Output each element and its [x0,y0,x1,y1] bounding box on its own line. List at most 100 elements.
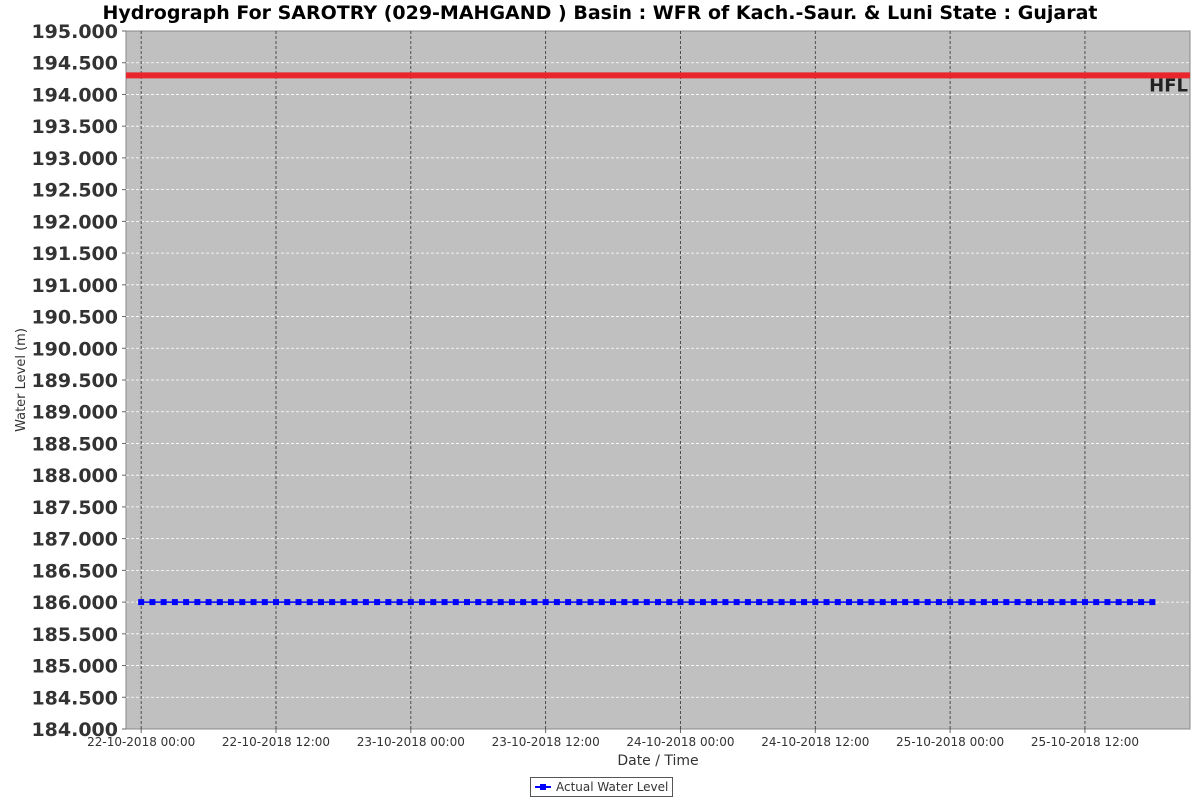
data-point [419,599,426,606]
data-point [317,599,324,606]
data-point [756,599,763,606]
data-point [374,599,381,606]
y-tick-label: 192.500 [31,180,118,202]
y-tick-label: 195.000 [31,21,118,43]
data-point [149,599,156,606]
data-point [295,599,302,606]
y-tick-label: 193.000 [31,148,118,170]
data-point [711,599,718,606]
data-point [666,599,673,606]
data-point [239,599,246,606]
data-point [587,599,594,606]
y-tick-label: 187.000 [31,529,118,551]
x-axis-label: Date / Time [617,753,698,769]
data-point [497,599,504,606]
y-axis-label: Water Level (m) [14,328,29,432]
data-point [205,599,212,606]
x-tick-label: 23-10-2018 12:00 [492,735,600,749]
x-tick-label: 24-10-2018 12:00 [761,735,869,749]
x-axis: 22-10-2018 00:00 22-10-2018 12:00 23-10-20… [87,729,1139,749]
data-point [272,599,279,606]
data-point [407,599,414,606]
data-point [1025,599,1032,606]
legend: Actual Water Level [530,777,674,797]
x-tick-label: 22-10-2018 12:00 [222,735,330,749]
y-axis: 184.000 184.500 185.000 185.500 186.000 186.5… [31,21,126,741]
data-point [1037,599,1044,606]
data-point [890,599,897,606]
data-point [969,599,976,606]
data-point [486,599,493,606]
data-point [947,599,954,606]
data-point [812,599,819,606]
data-point [351,599,358,606]
data-point [565,599,572,606]
data-point [430,599,437,606]
y-tick-label: 185.000 [31,656,118,678]
data-point [228,599,235,606]
data-point [767,599,774,606]
data-point [632,599,639,606]
data-point [261,599,268,606]
data-point [475,599,482,606]
data-point [834,599,841,606]
x-tick-label: 23-10-2018 00:00 [357,735,465,749]
data-point [935,599,942,606]
data-point [1115,599,1122,606]
x-tick-label: 25-10-2018 00:00 [896,735,1004,749]
data-point [531,599,538,606]
data-point [1149,599,1156,606]
x-tick-label: 25-10-2018 12:00 [1031,735,1139,749]
y-tick-label: 186.500 [31,560,118,582]
data-point [846,599,853,606]
data-point [879,599,886,606]
data-point [216,599,223,606]
reference-lines: HFL [126,72,1190,96]
data-point [1059,599,1066,606]
data-point [138,599,145,606]
y-tick-label: 187.500 [31,497,118,519]
data-point [306,599,313,606]
data-point [902,599,909,606]
chart-title: Hydrograph For SAROTRY (029-MAHGAND ) Ba… [102,2,1098,24]
data-point [452,599,459,606]
data-point [362,599,369,606]
data-point [1138,599,1145,606]
legend-swatch [535,782,551,792]
data-point [396,599,403,606]
x-tick-label: 22-10-2018 00:00 [87,735,195,749]
y-tick-label: 185.500 [31,624,118,646]
data-point [722,599,729,606]
data-point [1048,599,1055,606]
data-point [744,599,751,606]
data-point [1104,599,1111,606]
data-point [1093,599,1100,606]
data-point [688,599,695,606]
data-point [610,599,617,606]
y-tick-label: 188.500 [31,433,118,455]
y-tick-label: 192.000 [31,211,118,233]
data-point [992,599,999,606]
data-point [508,599,515,606]
data-point [340,599,347,606]
data-point [520,599,527,606]
data-point [463,599,470,606]
data-point [160,599,167,606]
data-point [699,599,706,606]
data-point [1070,599,1077,606]
y-tick-label: 186.000 [31,592,118,614]
data-point [868,599,875,606]
data-point [171,599,178,606]
hfl-label: HFL [1149,75,1188,96]
y-tick-label: 184.500 [31,687,118,709]
data-point [553,599,560,606]
data-point [542,599,549,606]
data-point [980,599,987,606]
data-point [655,599,661,606]
data-point [1081,599,1088,606]
legend-label: Actual Water Level [556,780,669,794]
data-point [385,599,392,606]
data-point [1014,599,1021,606]
data-point [857,599,864,606]
